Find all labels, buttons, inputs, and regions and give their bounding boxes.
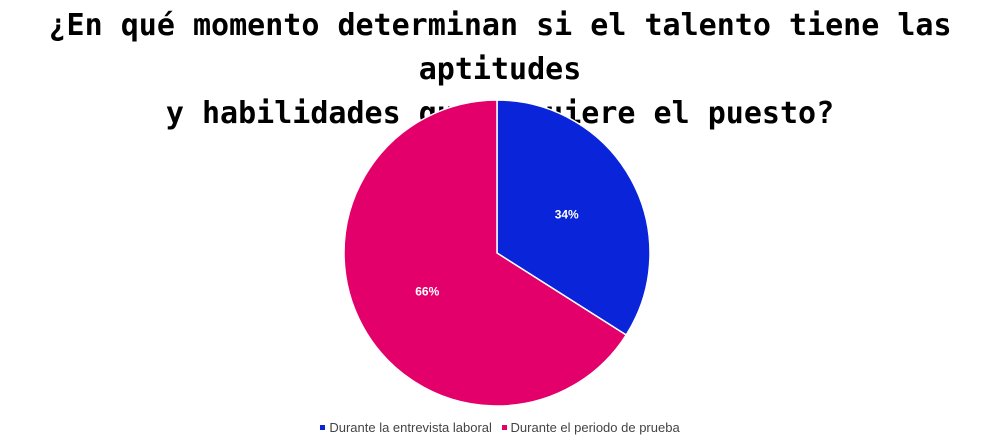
pie-labels: 34% 66% [415, 208, 579, 299]
legend-swatch-entrevista [320, 425, 326, 430]
chart-title-line-1: ¿En qué momento determinan si el talento… [48, 8, 952, 87]
pie-slices [343, 99, 651, 407]
pie-slice-periodo-prueba [343, 99, 627, 407]
chart-legend: Durante la entrevista laboral Durante el… [0, 420, 1000, 435]
legend-item-periodo-prueba: Durante el periodo de prueba [501, 420, 680, 435]
legend-item-entrevista: Durante la entrevista laboral [320, 420, 492, 435]
legend-swatch-periodo-prueba [501, 425, 507, 430]
legend-label-periodo-prueba: Durante el periodo de prueba [510, 420, 680, 435]
pie-label-entrevista: 34% [555, 208, 579, 222]
pie-slice-entrevista [496, 99, 651, 336]
legend-label-entrevista: Durante la entrevista laboral [329, 420, 492, 435]
chart-title: ¿En qué momento determinan si el talento… [0, 4, 1000, 136]
pie-label-periodo-prueba: 66% [415, 284, 439, 298]
